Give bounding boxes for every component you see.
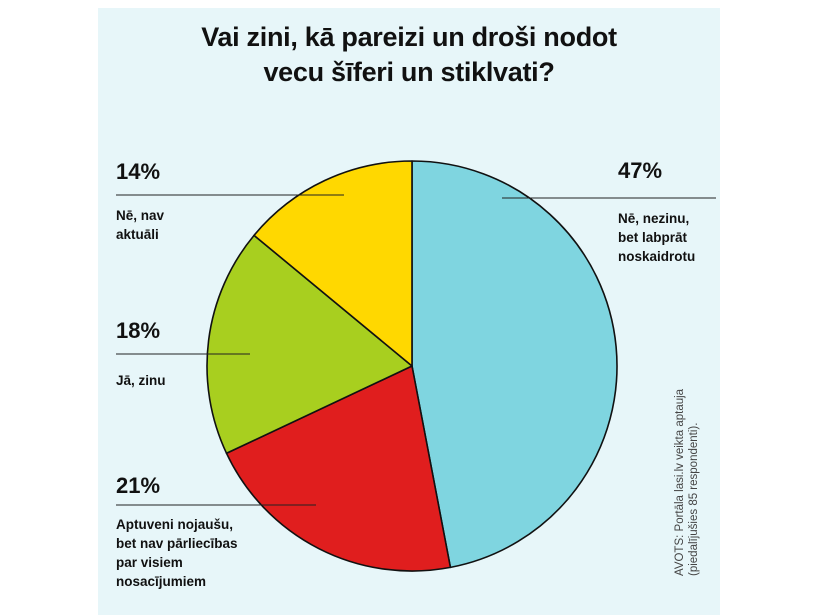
data-label-percent-4: 14% (116, 159, 160, 184)
slice-label-1: Nē, nezinu, bet labprāt noskaidrotu (618, 211, 695, 264)
data-label-percent-2: 21% (116, 473, 160, 498)
data-label-percent-3: 18% (116, 318, 160, 343)
slice-label-2: Aptuveni nojaušu, bet nav pārliecības par … (116, 517, 238, 589)
pie-slice-2 (225, 365, 452, 572)
pie-slice-1 (411, 160, 618, 569)
pie-chart: 47% Nē, nezinu, bet labprāt noskaidrotu 21% A… (116, 158, 716, 589)
chart-title-line-1: Vai zini, kā pareizi un droši nodot (201, 22, 617, 52)
slice-label-4: Nē, nav aktuāli (116, 208, 165, 242)
chart-panel: Vai zini, kā pareizi un droši nodot vecu… (98, 8, 720, 615)
chart-title-line-2: vecu šīferi un stiklvati? (263, 57, 555, 87)
pie-slice-4 (253, 160, 413, 367)
source-note: AVOTS: Portāla lasi.lv veikta aptauja (p… (673, 336, 701, 576)
source-line-2: (piedalījušies 85 respondenti). (688, 422, 700, 576)
pie-slice-3 (206, 234, 413, 455)
slice-label-3: Jā, zinu (116, 373, 166, 388)
chart-title: Vai zini, kā pareizi un droši nodot vecu… (98, 20, 720, 90)
source-line-1: AVOTS: Portāla lasi.lv veikta aptauja (674, 388, 686, 576)
data-label-percent-1: 47% (618, 158, 662, 183)
